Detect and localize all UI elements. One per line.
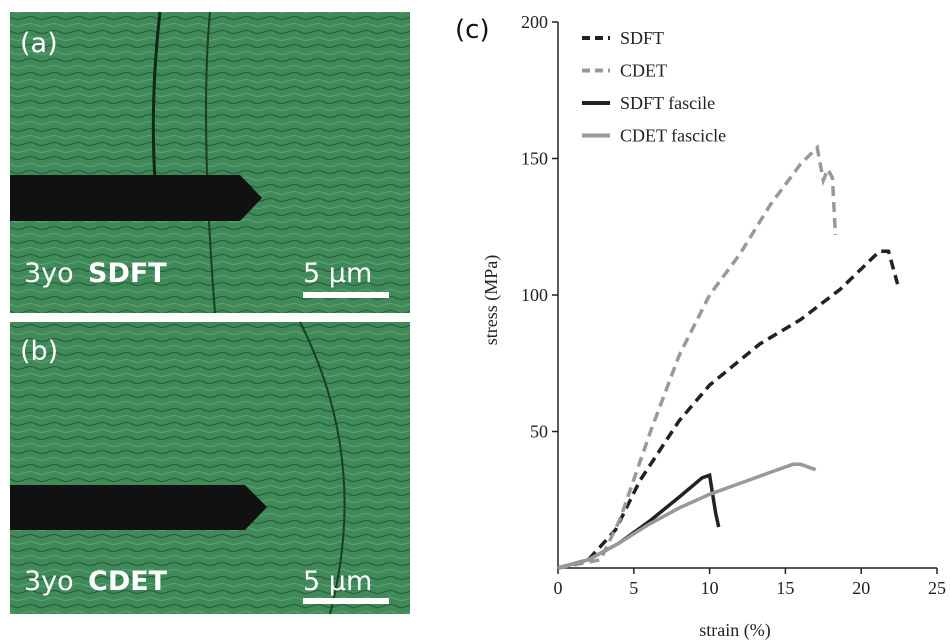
probe	[10, 175, 262, 221]
fiber-bend	[299, 321, 346, 615]
legend-label: CDET	[620, 61, 667, 81]
y-tick-label: 50	[530, 422, 548, 442]
sample: 3yo	[24, 566, 74, 597]
line	[557, 144, 838, 570]
x-tick-label: 15	[776, 578, 794, 598]
legend-label: SDFT	[620, 28, 664, 48]
line	[557, 249, 900, 570]
y-axis-label: stress (MPa)	[481, 255, 502, 346]
line	[557, 472, 721, 570]
line	[557, 462, 817, 570]
y-tick-label: 100	[521, 285, 548, 305]
crack	[205, 11, 216, 314]
scale-bar	[303, 292, 389, 298]
legend-label: CDET fascicle	[620, 126, 726, 146]
sample: 3yo	[24, 258, 74, 289]
scale-label: 5 μm	[303, 258, 372, 289]
panel-b: (b) 3yo CDET 5 μm	[10, 321, 410, 615]
chart: 50 100 150 200 0 5 10 15 20 25 SDFT CDET SDFT fascil…	[521, 12, 946, 598]
micrograph	[10, 12, 410, 313]
probe	[10, 485, 267, 530]
legend-label: SDFT fascile	[620, 93, 715, 113]
x-tick-label: 0	[554, 578, 563, 598]
panel-a: (a) 3yo SDFT 5 μm	[10, 11, 410, 314]
x-tick-label: 5	[629, 578, 638, 598]
x-tick-label: 25	[928, 578, 946, 598]
panel-label: (a)	[20, 28, 58, 59]
y-tick-label: 200	[521, 12, 548, 32]
panel-label: (c)	[455, 15, 490, 45]
x-axis-label: strain (%)	[699, 620, 770, 641]
x-tick-label: 20	[852, 578, 870, 598]
x-tick-label: 10	[701, 578, 719, 598]
tissue: CDET	[88, 566, 168, 597]
tissue: SDFT	[88, 258, 167, 289]
panel-label: (b)	[20, 336, 58, 367]
scale-bar	[303, 598, 389, 604]
y-tick-label: 150	[521, 149, 548, 169]
scale-label: 5 μm	[303, 566, 372, 597]
crack	[151, 11, 162, 181]
